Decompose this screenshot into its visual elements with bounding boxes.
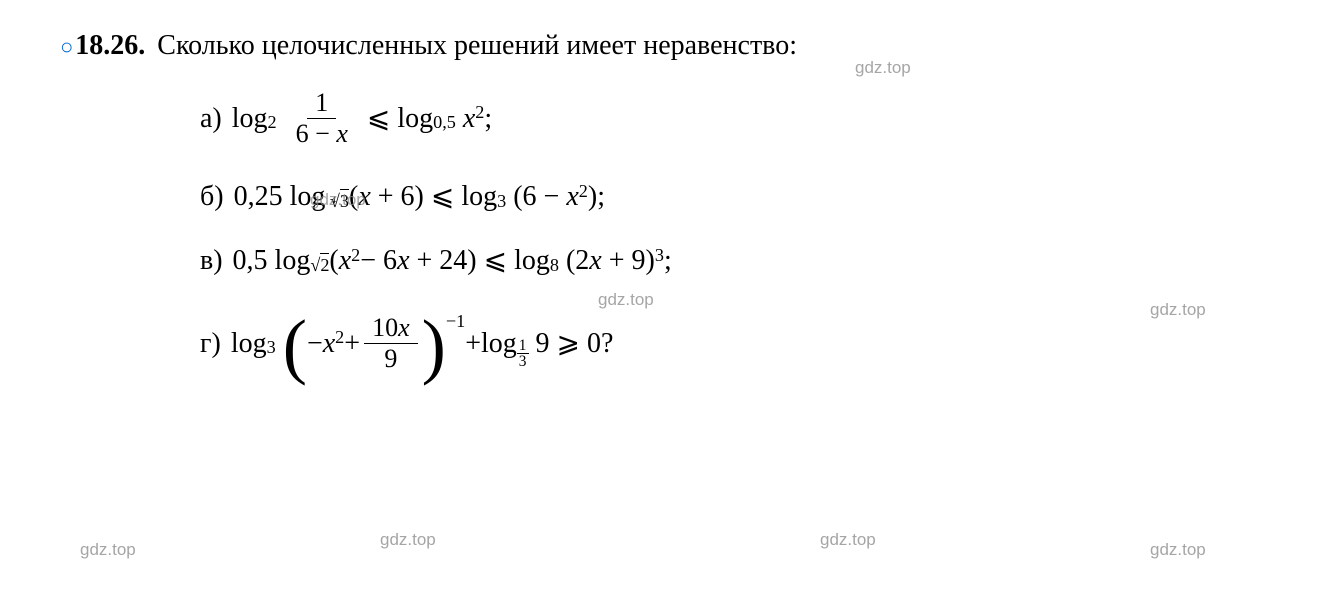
equation-c: в) 0,5 log √2 (x 2 − 6x + 24) ⩽ log 8 (2… (200, 247, 1219, 275)
math-d: log 3 ( −x 2 + 10x 9 ) −1 + log 1 3 9 ⩾ (231, 315, 614, 372)
arg-exp: 2 (475, 103, 484, 121)
end: ; (484, 105, 492, 133)
log-base: 2 (268, 113, 277, 131)
log-base: 8 (550, 256, 559, 274)
label-a: а) (200, 105, 222, 133)
log-base: 0,5 (433, 113, 456, 131)
equation-d: г) log 3 ( −x 2 + 10x 9 ) −1 + log 1 3 9 (200, 315, 1219, 372)
relation: ⩾ (557, 330, 580, 358)
problem-header: ○ 18.26. Сколько целочисленных решений и… (60, 30, 1219, 62)
math-b: 0,25 log 4√3 (x + 6) ⩽ log 3 (6 − x 2 ) … (234, 183, 605, 211)
frac-den: 6 − x (288, 119, 356, 147)
arg2: (2x + 9) (566, 247, 655, 275)
watermark-text: gdz.top (310, 190, 366, 210)
neg-exp: 2 (335, 328, 344, 346)
equation-a: а) log 2 1 6 − x ⩽ log 0,5 x 2 ; (200, 90, 1219, 147)
end: ? (601, 330, 613, 358)
arg-base: x (463, 105, 475, 133)
log-base: 3 (267, 338, 276, 356)
equations-block: а) log 2 1 6 − x ⩽ log 0,5 x 2 ; (60, 90, 1219, 372)
relation: ⩽ (431, 183, 454, 211)
problem-question: Сколько целочисленных решений имеет нера… (157, 30, 797, 62)
log-base-frac: 1 3 (517, 338, 529, 370)
fraction: 10x 9 (364, 315, 418, 372)
arg-exp: 2 (351, 246, 360, 264)
watermark-text: gdz.top (855, 58, 911, 78)
label-b: б) (200, 183, 224, 211)
watermark-text: gdz.top (80, 540, 136, 560)
frac-num: 10x (364, 315, 418, 344)
watermark-text: gdz.top (1150, 540, 1206, 560)
arg2: (6 − x (513, 183, 579, 211)
plus: + (344, 330, 360, 358)
log-text: log (481, 330, 517, 358)
log-text: log (275, 247, 311, 275)
arg2: 9 (536, 330, 550, 358)
arg1: (x (329, 247, 351, 275)
fraction: 1 6 − x (288, 90, 356, 147)
label-c: в) (200, 247, 223, 275)
watermark-text: gdz.top (380, 530, 436, 550)
log-base: 3 (497, 192, 506, 210)
rparen: ) (422, 331, 446, 360)
plus2: + (465, 330, 481, 358)
watermark-text: gdz.top (1150, 300, 1206, 320)
coeff: 0,25 (234, 183, 283, 211)
rhs: 0 (587, 330, 601, 358)
end: ; (664, 247, 672, 275)
end: ; (597, 183, 605, 211)
label-d: г) (200, 330, 221, 358)
log-text: log (514, 247, 550, 275)
problem-number: 18.26. (75, 30, 145, 62)
log-text: log (232, 105, 268, 133)
math-c: 0,5 log √2 (x 2 − 6x + 24) ⩽ log 8 (2x +… (233, 247, 672, 275)
neg-term: −x (307, 330, 335, 358)
arg-close: ) (588, 183, 597, 211)
coeff: 0,5 (233, 247, 268, 275)
frac-den: 9 (376, 344, 405, 372)
arg-exp: 3 (655, 246, 664, 264)
watermark-text: gdz.top (820, 530, 876, 550)
relation: ⩽ (484, 247, 507, 275)
frac-num: 1 (307, 90, 336, 119)
relation: ⩽ (367, 105, 390, 133)
log-text: log (231, 330, 267, 358)
watermark-text: gdz.top (598, 290, 654, 310)
outer-exp: −1 (446, 312, 465, 330)
circle-marker: ○ (60, 34, 73, 60)
math-a: log 2 1 6 − x ⩽ log 0,5 x 2 ; (232, 90, 492, 147)
arg-exp: 2 (579, 182, 588, 200)
log-base-root: √2 (310, 256, 329, 274)
lparen: ( (283, 331, 307, 360)
log-text: log (461, 183, 497, 211)
log-text: log (397, 105, 433, 133)
arg1-rest: − 6x + 24) (360, 247, 476, 275)
